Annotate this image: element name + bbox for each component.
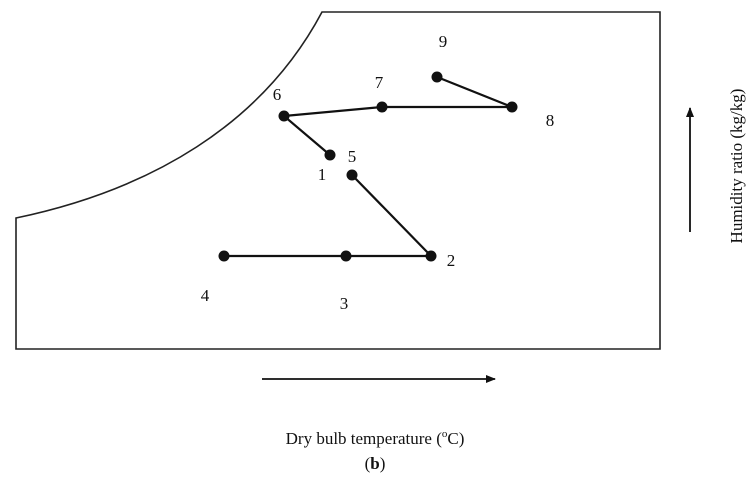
node-label: 5 — [348, 147, 357, 166]
node-label: 8 — [546, 111, 555, 130]
node-point — [431, 71, 443, 83]
chart-frame — [15, 11, 661, 350]
node-point — [376, 101, 388, 113]
node-label: 1 — [318, 165, 327, 184]
process-line — [281, 75, 513, 156]
node-point — [218, 250, 230, 262]
node-point — [278, 110, 290, 122]
node-point — [506, 101, 518, 113]
caption-open: ( — [365, 454, 371, 473]
node-label: 9 — [439, 32, 448, 51]
node-label: 3 — [340, 294, 349, 313]
caption: (b) — [365, 454, 386, 473]
node-label: 2 — [447, 251, 456, 270]
caption-close: ) — [380, 454, 386, 473]
y-axis-label: Humidity ratio (kg/kg) — [727, 89, 746, 244]
process-lines — [224, 75, 513, 258]
x-axis-label-text: Dry bulb temperature ( — [286, 429, 443, 448]
process-line — [224, 174, 434, 258]
x-axis-label-sup: o — [442, 428, 448, 440]
node-point — [340, 250, 352, 262]
caption-bold: b — [370, 454, 379, 473]
x-axis-label-end: C) — [447, 429, 464, 448]
node-point — [425, 250, 437, 262]
node-point — [346, 169, 358, 181]
node-point — [324, 149, 336, 161]
node-label: 6 — [273, 85, 282, 104]
x-axis-label: Dry bulb temperature (oC) — [286, 428, 465, 448]
node-label: 7 — [375, 73, 384, 92]
node-label: 4 — [201, 286, 210, 305]
